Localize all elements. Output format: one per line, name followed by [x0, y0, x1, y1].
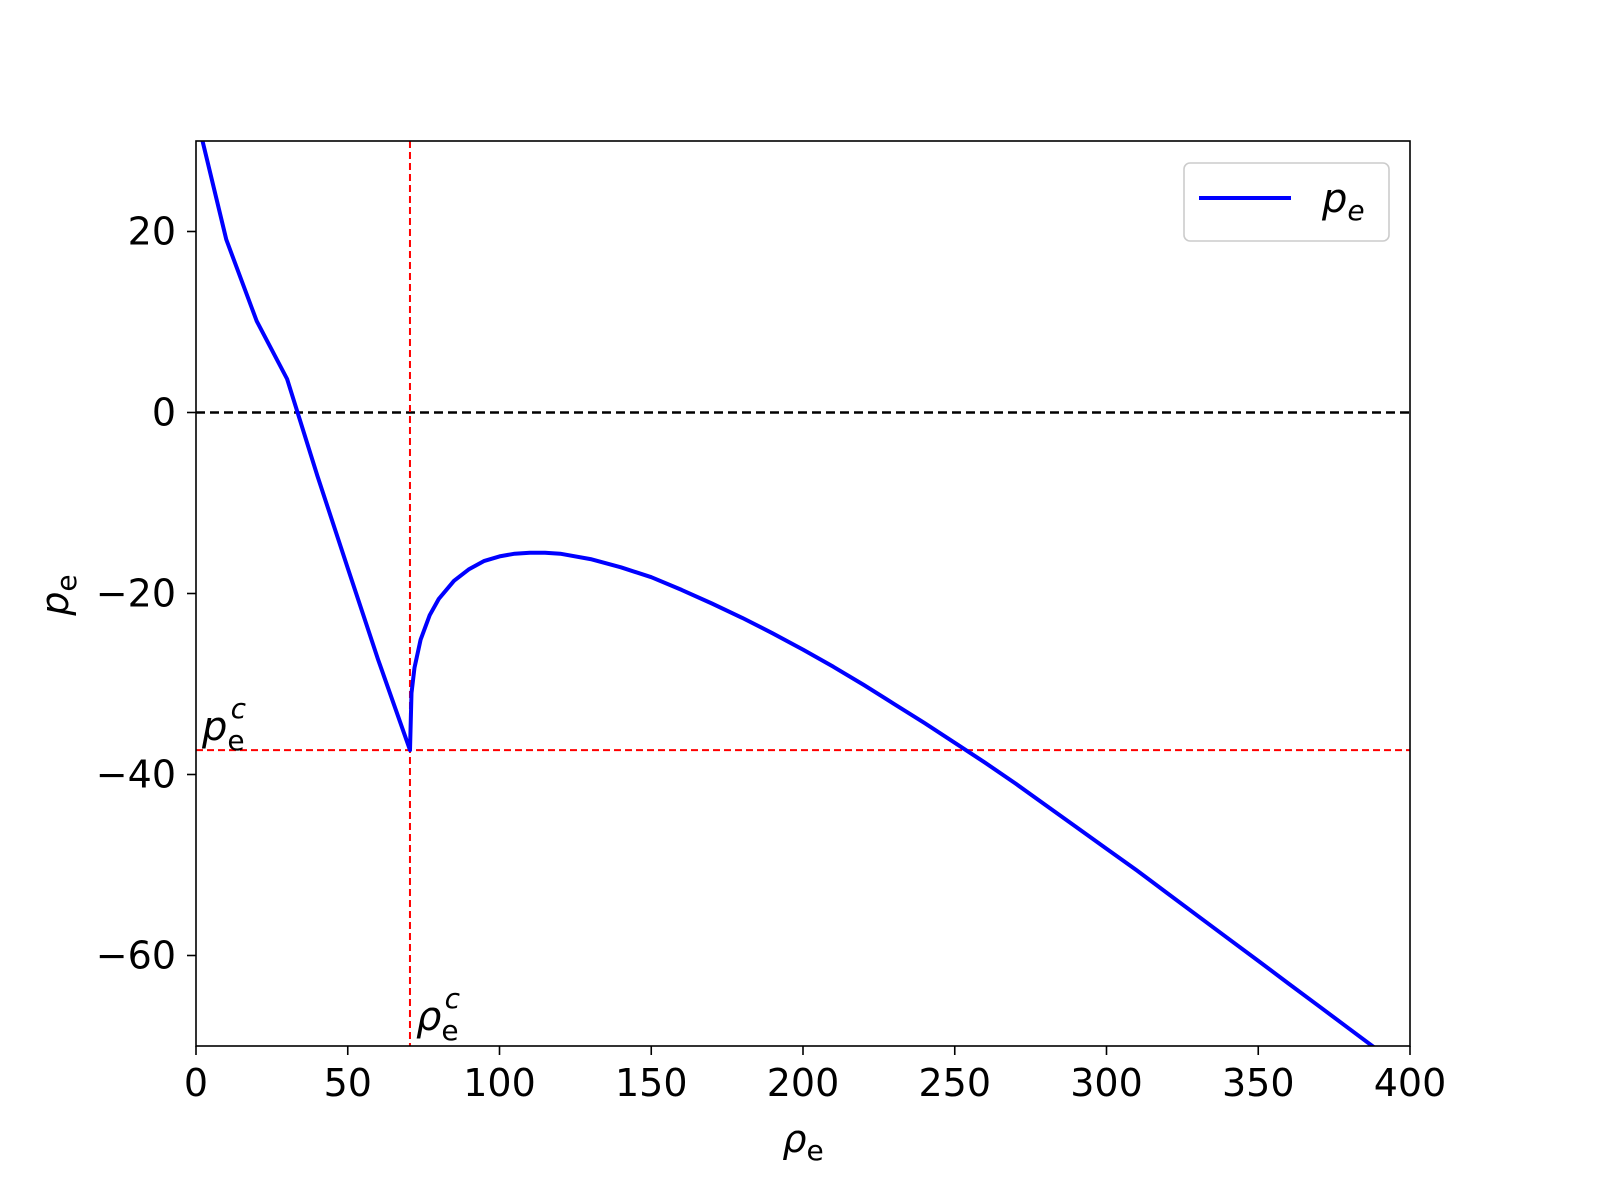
x-tick-label: 350 [1222, 1061, 1295, 1105]
y-axis-label: pe [33, 574, 83, 616]
x-tick-label: 100 [463, 1061, 536, 1105]
y-tick-label: −40 [96, 753, 176, 797]
plot-content [196, 141, 1410, 1046]
x-tick-label: 150 [615, 1061, 688, 1105]
x-tick-label: 300 [1070, 1061, 1143, 1105]
y-tick-label: −20 [96, 572, 176, 616]
legend: pe [1183, 162, 1390, 242]
legend-box [1183, 162, 1390, 242]
x-tick-label: 200 [767, 1061, 840, 1105]
critical-density-superscript: c [445, 982, 461, 1015]
x-tick-label: 250 [918, 1061, 991, 1105]
y-axis-label-symbol: p [33, 592, 77, 617]
critical-pressure-annotation: pec [201, 692, 247, 757]
y-axis-ticks: −60 −40 −20 0 20 [96, 210, 196, 978]
x-tick-label: 0 [184, 1061, 208, 1105]
y-tick-label: 20 [128, 210, 176, 254]
critical-density-subscript: e [441, 1014, 458, 1047]
legend-label: pe [1321, 176, 1365, 227]
series-line-0 [200, 141, 1376, 1046]
critical-density-annotation: ρec [416, 982, 461, 1047]
legend-label-symbol: p [1321, 176, 1347, 222]
critical-pressure-superscript: c [231, 692, 247, 725]
y-tick-label: 0 [152, 391, 176, 435]
x-axis-label-subscript: e [806, 1134, 823, 1167]
critical-pressure-subscript: e [227, 724, 244, 757]
critical-density-symbol: ρ [416, 994, 441, 1040]
x-axis-ticks: 0 50 100 150 200 250 300 350 400 [184, 1046, 1446, 1105]
critical-pressure-symbol: p [201, 704, 227, 750]
x-axis-label-symbol: ρ [782, 1117, 806, 1161]
y-tick-label: −60 [96, 934, 176, 978]
x-tick-label: 400 [1374, 1061, 1447, 1105]
x-tick-label: 50 [324, 1061, 372, 1105]
legend-label-subscript: e [1347, 194, 1364, 227]
x-axis-label: ρe [782, 1117, 823, 1167]
y-axis-label-subscript: e [50, 574, 83, 591]
